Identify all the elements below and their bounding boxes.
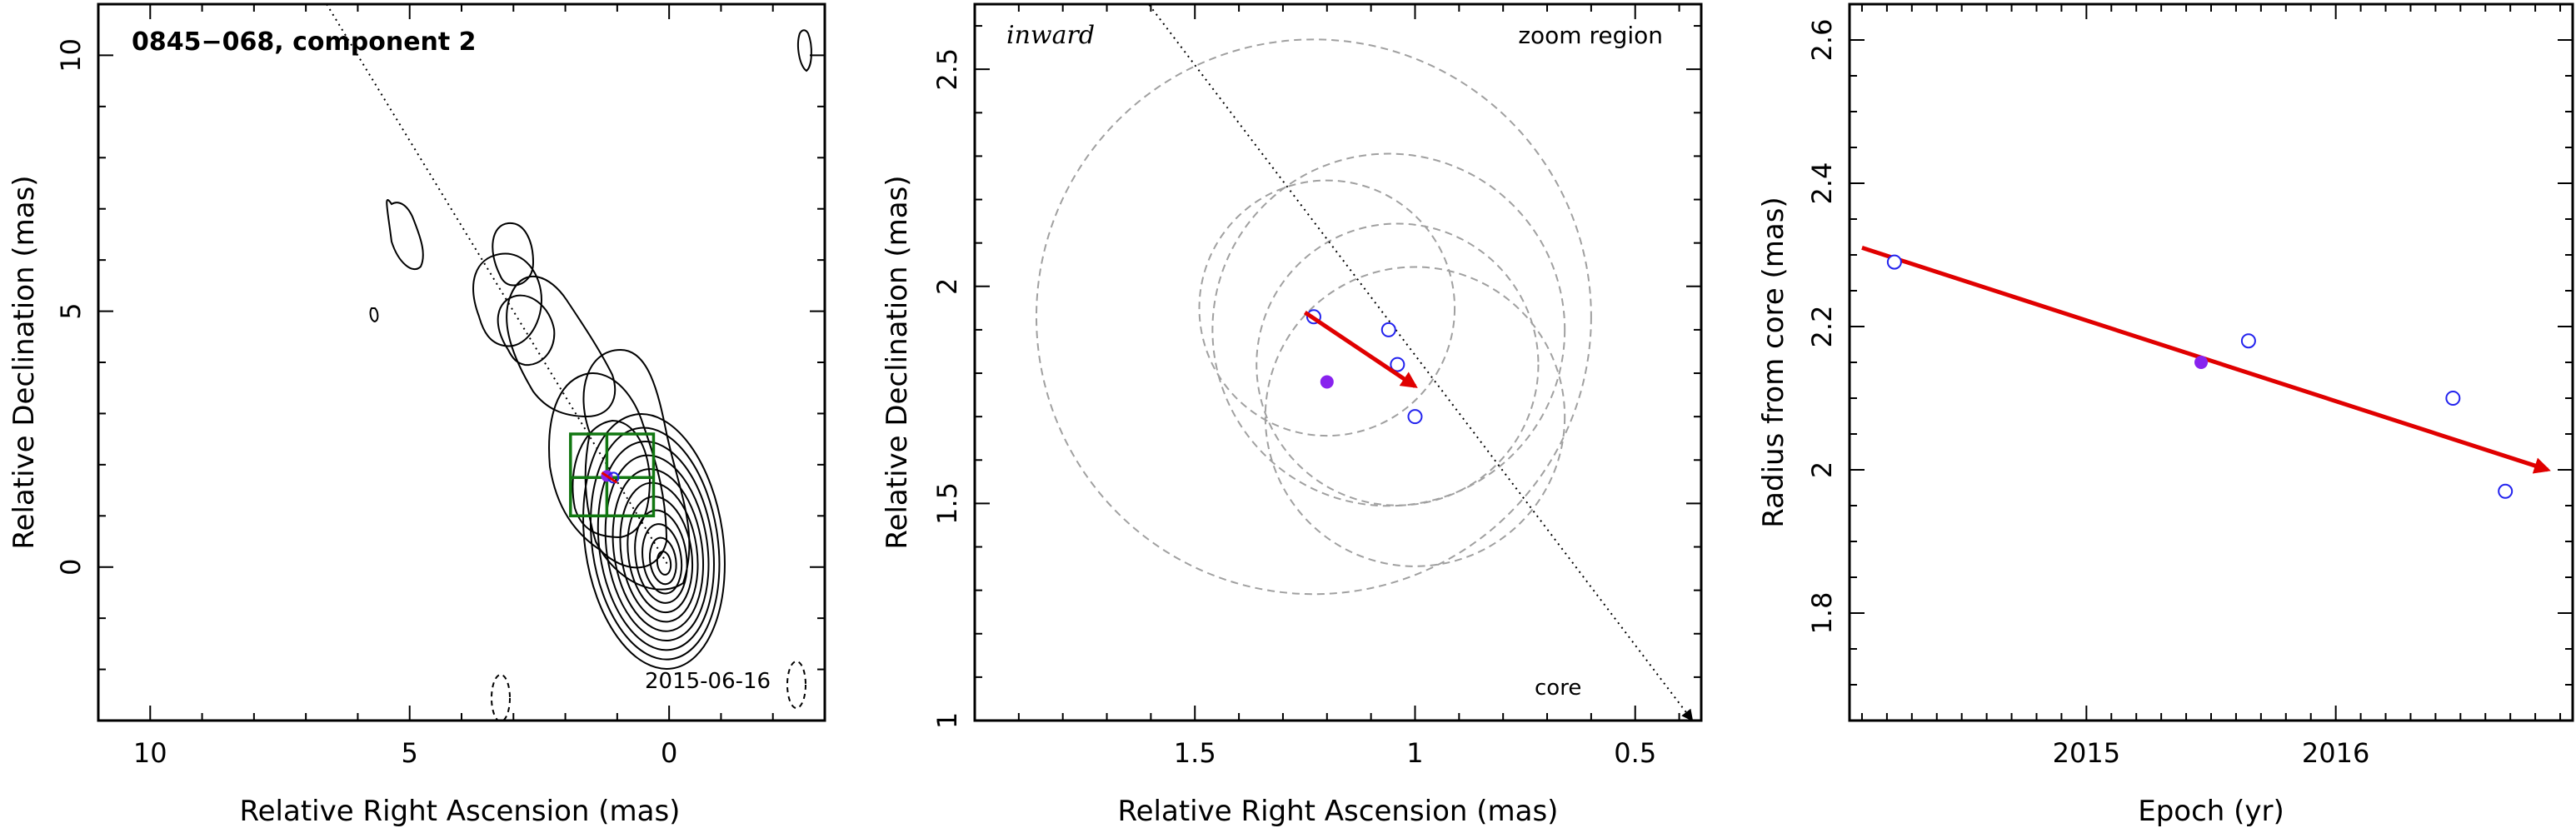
zoom-x-label: Relative Right Ascension (mas) bbox=[1118, 795, 1559, 828]
x-tick-label: 10 bbox=[133, 737, 167, 769]
open-marker bbox=[1886, 254, 1902, 270]
x-tick-label: 5 bbox=[402, 737, 418, 769]
filled-marker bbox=[1320, 375, 1334, 389]
core-contour bbox=[612, 468, 705, 632]
x-tick-label: 1 bbox=[1406, 737, 1423, 769]
motion-arrow bbox=[1303, 310, 1418, 388]
radius-tick-labels: 2015 2016 1.8 2 2.2 2.4 2.6 bbox=[1806, 19, 2369, 769]
map-title: 0845−068, component 2 bbox=[132, 27, 477, 57]
beam-ellipse bbox=[491, 674, 511, 721]
y-tick-label: 2 bbox=[931, 278, 963, 295]
error-circle bbox=[1198, 179, 1456, 437]
open-marker bbox=[2498, 483, 2514, 499]
zoom-tick-labels: 1.5 1 0.5 1 1.5 2 2.5 bbox=[931, 48, 1656, 769]
map-tick-labels: 10 5 0 0 5 10 bbox=[55, 38, 677, 769]
jet-contour bbox=[472, 252, 543, 347]
x-tick-label: 0 bbox=[661, 737, 677, 769]
x-tick-label: 1.5 bbox=[1174, 737, 1216, 769]
component-motion bbox=[601, 471, 618, 484]
radius-ticks bbox=[1850, 4, 2573, 721]
y-tick-label: 2.6 bbox=[1806, 19, 1838, 62]
zoom-core-label: core bbox=[1535, 676, 1581, 701]
map-ticks bbox=[97, 4, 825, 721]
map-y-label: Relative Declination (mas) bbox=[7, 175, 41, 549]
core-contour bbox=[604, 454, 710, 642]
map-panel: 10 5 0 0 5 10 0845−068, component 2 2015-06-1… bbox=[7, 2, 826, 828]
open-marker bbox=[2240, 333, 2256, 349]
jet-contour bbox=[797, 29, 812, 72]
zoom-region-label: zoom region bbox=[1518, 22, 1663, 49]
jet-contour bbox=[506, 276, 617, 418]
jet-contour bbox=[497, 294, 556, 367]
core-contour bbox=[642, 523, 683, 595]
core-contour bbox=[627, 496, 694, 614]
y-tick-label: 0 bbox=[55, 559, 87, 576]
open-marker bbox=[1380, 322, 1396, 337]
y-tick-label: 1.5 bbox=[931, 482, 963, 525]
jet-contour bbox=[386, 199, 424, 271]
open-marker bbox=[2445, 391, 2461, 406]
y-tick-label: 2 bbox=[1806, 461, 1838, 478]
jet-contour bbox=[369, 307, 379, 323]
filled-marker bbox=[2194, 356, 2209, 369]
core-contour bbox=[656, 551, 672, 576]
core-contour bbox=[648, 536, 677, 586]
y-tick-label: 5 bbox=[55, 302, 87, 319]
y-tick-label: 2.2 bbox=[1806, 306, 1838, 348]
zoom-ticks bbox=[975, 4, 1701, 721]
x-tick-label: 2015 bbox=[2053, 737, 2120, 769]
y-tick-label: 1.8 bbox=[1806, 592, 1838, 635]
y-tick-label: 1 bbox=[931, 712, 963, 729]
map-frame bbox=[97, 2, 826, 722]
x-tick-label: 2016 bbox=[2302, 737, 2369, 769]
zoom-box bbox=[569, 432, 656, 518]
jet-contour bbox=[492, 222, 535, 287]
jet-contours bbox=[369, 29, 812, 721]
map-epoch-label: 2015-06-16 bbox=[645, 669, 771, 694]
core-contour bbox=[589, 426, 721, 661]
core-contour bbox=[582, 413, 726, 670]
jet-contour bbox=[548, 372, 668, 569]
y-tick-label: 2.4 bbox=[1806, 162, 1838, 205]
zoom-panel: 1.5 1 0.511.522.5 inward zoom region core … bbox=[881, 2, 1703, 828]
radius-x-label: Epoch (yr) bbox=[2138, 795, 2284, 828]
radius-y-label: Radius from core (mas) bbox=[1757, 197, 1790, 527]
y-tick-label: 2.5 bbox=[931, 48, 963, 91]
direction-line bbox=[326, 4, 670, 568]
open-marker bbox=[1390, 357, 1405, 372]
direction-line bbox=[1147, 4, 1694, 721]
beam-ellipse bbox=[786, 661, 806, 709]
zoom-content bbox=[1035, 4, 1694, 721]
map-x-label: Relative Right Ascension (mas) bbox=[240, 795, 681, 828]
zoom-inward-label: inward bbox=[1006, 21, 1095, 50]
zoom-y-label: Relative Declination (mas) bbox=[881, 175, 914, 549]
error-circle bbox=[1264, 266, 1566, 567]
jet-contour bbox=[572, 419, 651, 539]
map-overlay bbox=[326, 4, 670, 568]
error-circle bbox=[1035, 38, 1592, 596]
error-circle bbox=[1256, 222, 1540, 506]
radius-panel: 2015 2016 1.8 2 2.2 2.4 2.6 Epoch (yr) Radius … bbox=[1757, 2, 2574, 828]
open-marker bbox=[1407, 409, 1423, 425]
x-tick-label: 0.5 bbox=[1614, 737, 1656, 769]
zoom-frame bbox=[973, 2, 1703, 722]
y-tick-label: 10 bbox=[55, 38, 87, 72]
radius-content bbox=[1861, 246, 2551, 499]
jet-contour bbox=[582, 348, 691, 591]
